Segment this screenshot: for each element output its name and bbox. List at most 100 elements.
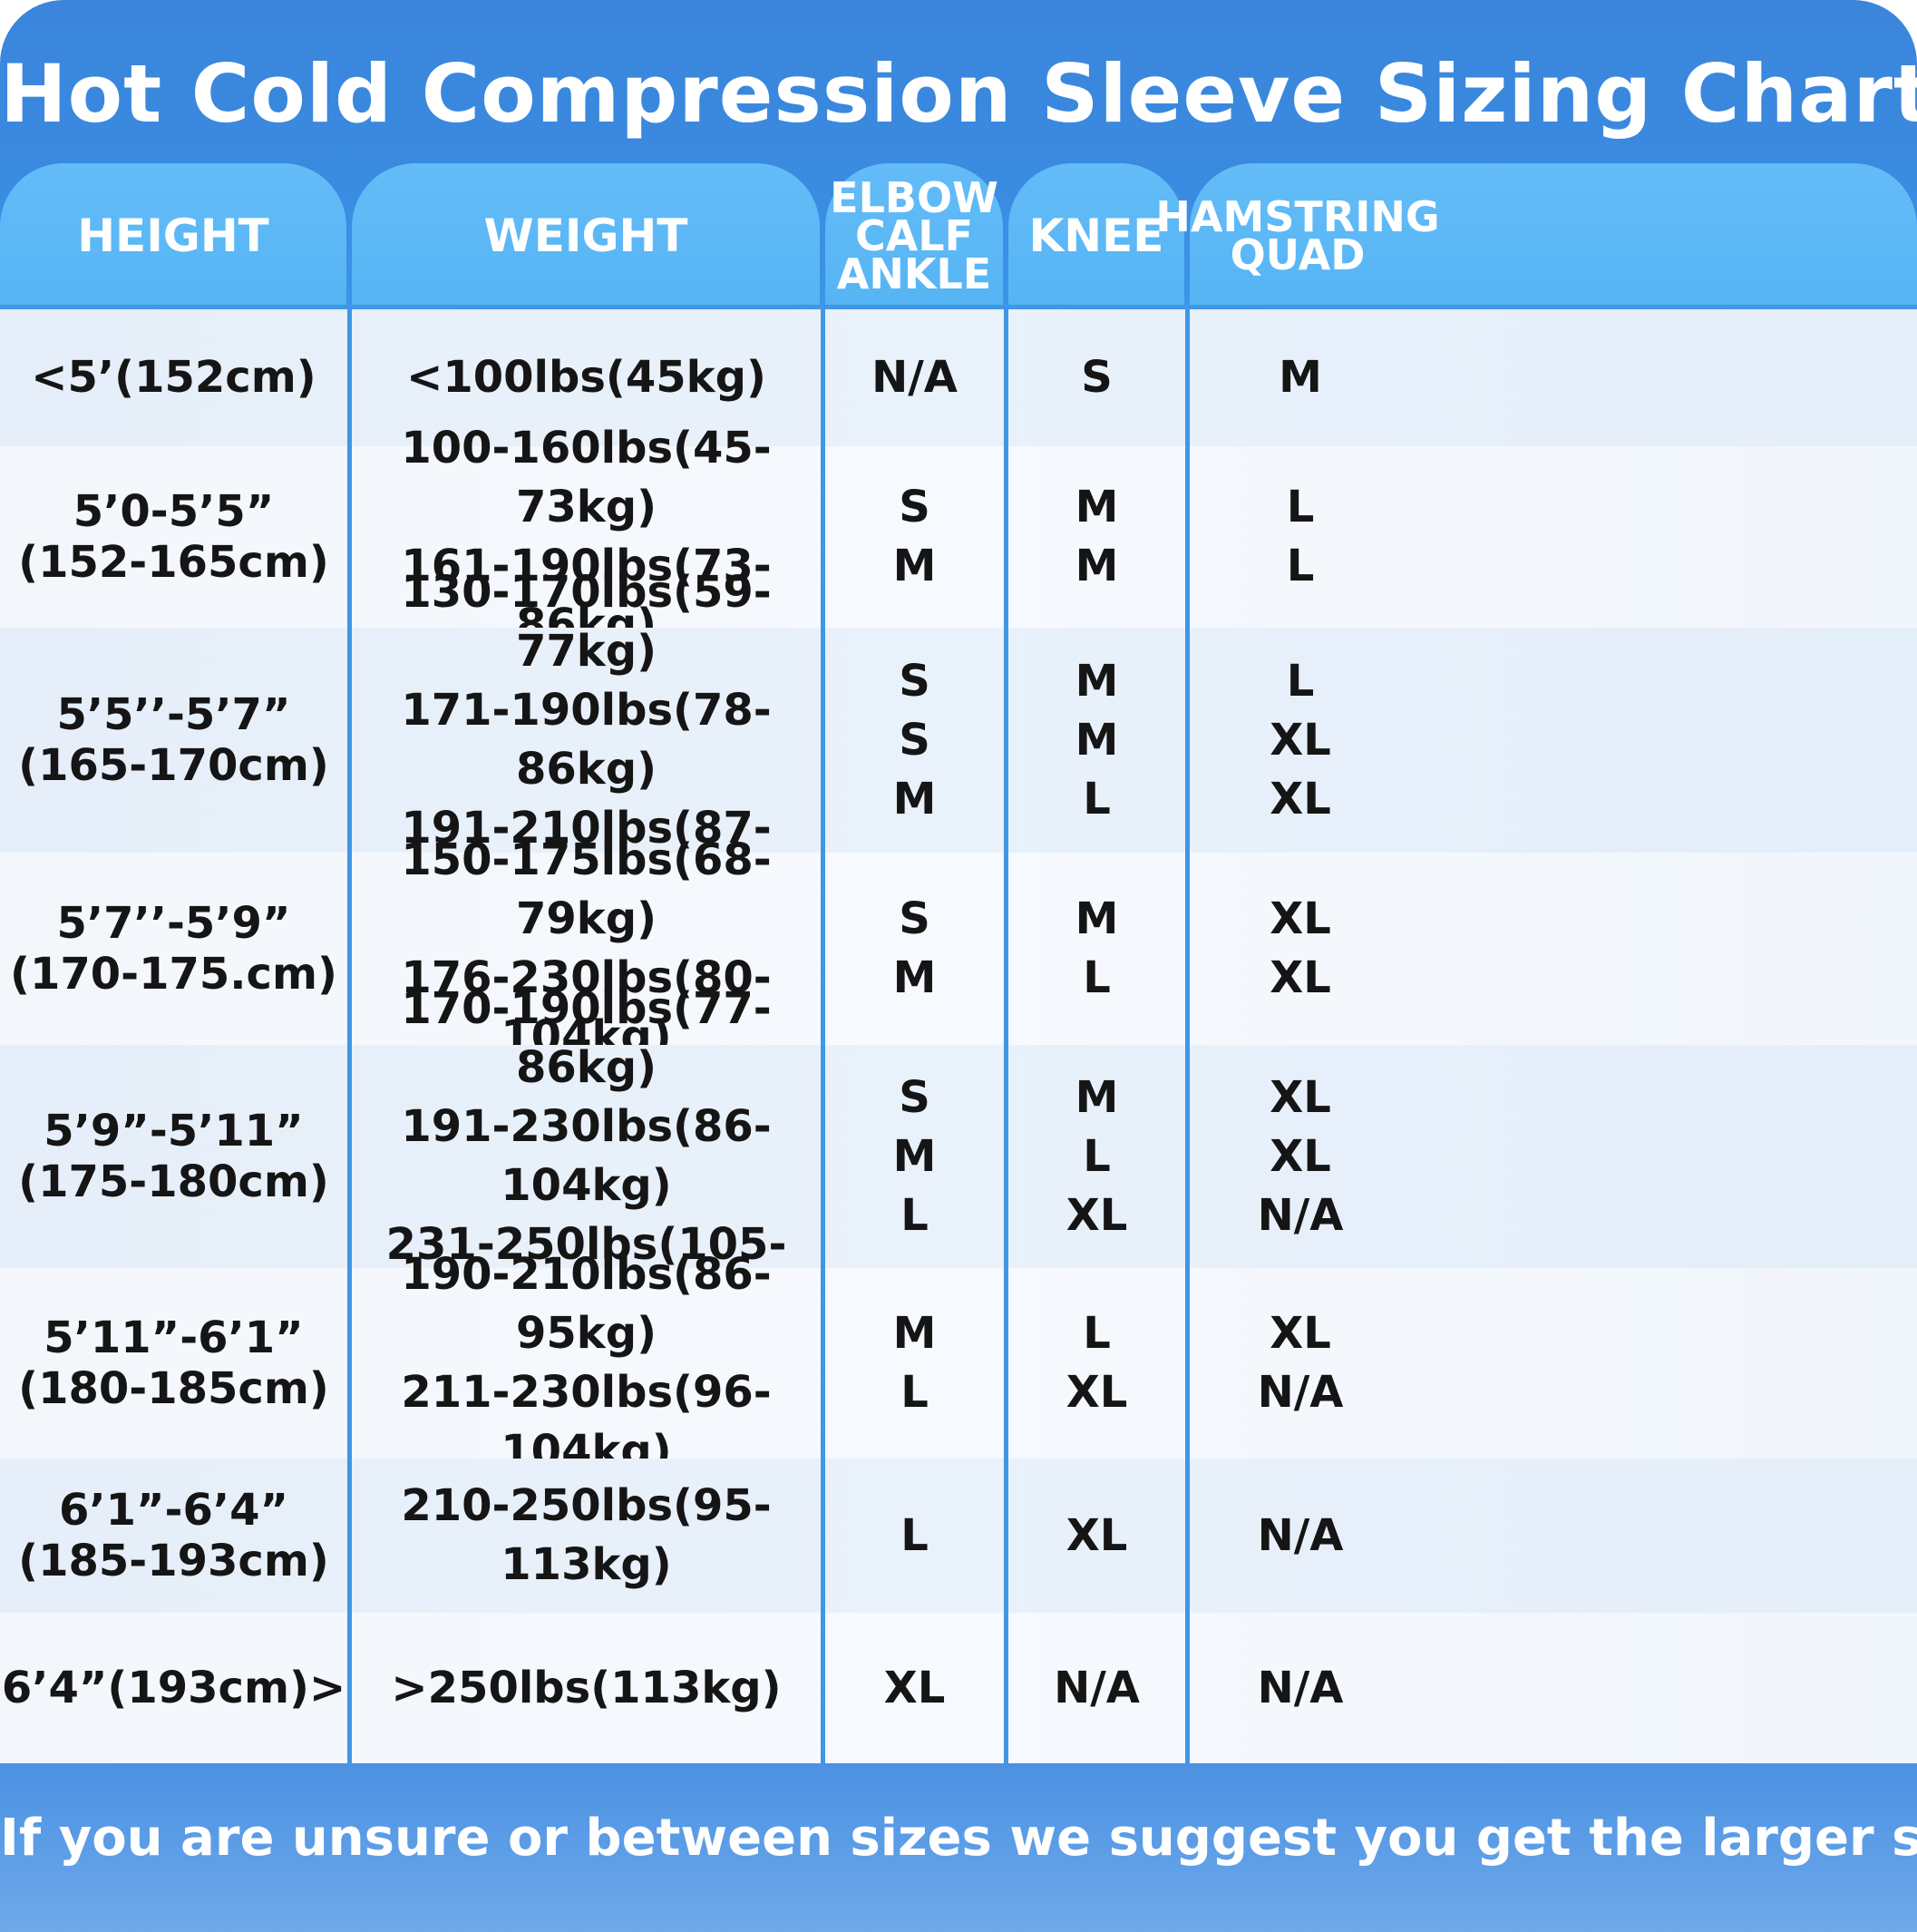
weight-cell-line: 100-160lbs(45-73kg) — [401, 423, 772, 532]
table-row: 5’0-5’5” (152-165cm) 100-160lbs(45-73kg) 16… — [0, 423, 1917, 650]
weight-cell-line: 190-210lbs(86-95kg) — [401, 1249, 772, 1359]
elbow-calf-ankle-cell-line: M — [892, 773, 937, 825]
weight-cell-line: 210-250lbs(95-113kg) — [401, 1480, 772, 1590]
hamstring-quad-cell-line: N/A — [1257, 1189, 1344, 1241]
elbow-calf-ankle-cell-line: S — [899, 655, 930, 707]
knee-cell-line: M — [1075, 893, 1119, 944]
height-cell: <5’(152cm) — [0, 308, 347, 446]
height-cell: 5’11”-6’1” (180-185cm) — [0, 1268, 347, 1459]
elbow-calf-ankle-cell: N/A — [825, 308, 1004, 446]
hamstring-quad-cell-line: N/A — [1257, 1367, 1344, 1418]
height-cell-line: 6’4”(193cm)> — [1, 1663, 346, 1713]
height-cell-line: (152-165cm) — [18, 537, 329, 588]
height-cell-line: <5’(152cm) — [31, 352, 316, 403]
weight-cell: 100-160lbs(45-73kg) 161-190lbs(73-86kg) — [352, 423, 821, 650]
knee-cell: N/A — [1008, 1613, 1185, 1763]
knee-cell-line: M — [1075, 714, 1119, 766]
elbow-calf-ankle-cell-line: S — [899, 482, 930, 532]
hamstring-quad-cell-line: N/A — [1257, 1662, 1344, 1713]
weight-cell: >250lbs(113kg) — [352, 1613, 821, 1763]
hamstring-quad-cell-line: XL — [1270, 893, 1331, 944]
column-divider — [1185, 308, 1190, 1763]
knee-cell: M L XL — [1008, 1045, 1185, 1268]
weight-cell: 130-170lbs(59-77kg) 171-190lbs(78-86kg) 19… — [352, 567, 821, 912]
knee-cell: XL — [1008, 1459, 1185, 1613]
hamstring-quad-cell: M — [1190, 308, 1411, 446]
table-body: <5’(152cm) <100lbs(45kg) N/A S M 5’0-5’5” (152… — [0, 308, 1917, 1763]
elbow-calf-ankle-cell-line: S — [899, 1071, 930, 1123]
height-cell-line: 5’0-5’5” — [73, 486, 275, 537]
weight-cell-line: 171-190lbs(78-86kg) — [401, 685, 772, 795]
table-row: 5’11”-6’1” (180-185cm) 190-210lbs(86-95kg)… — [0, 1249, 1917, 1477]
hamstring-quad-cell-line: XL — [1270, 1130, 1331, 1182]
hamstring-quad-cell: XL XL — [1190, 853, 1411, 1045]
weight-cell-line: 170-190lbs(77-86kg) — [401, 983, 772, 1093]
elbow-calf-ankle-cell-line: L — [900, 1367, 929, 1418]
hamstring-quad-cell-line: L — [1286, 541, 1315, 591]
knee-cell-line: M — [1075, 482, 1119, 532]
knee-cell-line: L — [1083, 773, 1111, 825]
height-cell: 5’9”-5’11” (175-180cm) — [0, 1045, 347, 1268]
height-cell: 6’1”-6’4” (185-193cm) — [0, 1459, 347, 1613]
hamstring-quad-cell-line: XL — [1270, 952, 1331, 1003]
knee-cell-line: L — [1083, 952, 1111, 1003]
header-hamstring-quad: HAMSTRING QUAD — [1155, 163, 1917, 308]
height-cell-line: (180-185cm) — [18, 1363, 329, 1414]
header-calf-label: CALF — [854, 210, 974, 260]
hamstring-quad-cell-line: M — [1279, 351, 1322, 403]
table-row: 5’5’’-5’7” (165-170cm) 130-170lbs(59-77kg)… — [0, 567, 1917, 912]
header-weight-label: WEIGHT — [483, 210, 688, 262]
header-height: HEIGHT — [0, 163, 346, 308]
knee-cell-line: S — [1081, 351, 1113, 403]
footer-band: If you are unsure or between sizes we su… — [0, 1763, 1917, 1932]
elbow-calf-ankle-cell-line: S — [899, 714, 930, 766]
elbow-calf-ankle-cell-line: M — [892, 541, 937, 591]
column-divider — [821, 308, 825, 1763]
header-quad-label: QUAD — [1230, 230, 1366, 279]
knee-cell-line: XL — [1066, 1189, 1128, 1241]
elbow-calf-ankle-cell-line: L — [900, 1189, 929, 1241]
weight-cell-line: 161-190lbs(73-86kg) — [401, 541, 772, 650]
elbow-calf-ankle-cell: L — [825, 1459, 1004, 1613]
knee-cell-line: M — [1075, 541, 1119, 591]
knee-cell-line: L — [1083, 1130, 1111, 1182]
weight-cell-line: 191-230lbs(86-104kg) — [401, 1101, 772, 1211]
footer-note: If you are unsure or between sizes we su… — [0, 1809, 1917, 1868]
table-row: 5’7’’-5’9” (170-175.cm) 150-175lbs(68-79kg… — [0, 834, 1917, 1062]
weight-cell: 210-250lbs(95-113kg) — [352, 1459, 821, 1613]
height-cell-line: 5’7’’-5’9” — [56, 898, 291, 949]
header-divider — [0, 305, 1917, 309]
header-elbow-calf-ankle: ELBOW CALF ANKLE — [825, 163, 1003, 308]
hamstring-quad-cell: XL N/A — [1190, 1268, 1411, 1459]
hamstring-quad-cell-line: L — [1286, 655, 1315, 707]
hamstring-quad-cell: XL XL N/A — [1190, 1045, 1411, 1268]
weight-cell: 170-190lbs(77-86kg) 191-230lbs(86-104kg) 2… — [352, 983, 821, 1329]
hamstring-quad-cell: N/A — [1190, 1613, 1411, 1763]
table-row: <5’(152cm) <100lbs(45kg) N/A S M — [0, 308, 1917, 446]
weight-cell-line: 150-175lbs(68-79kg) — [401, 834, 772, 944]
knee-cell-line: XL — [1066, 1509, 1128, 1561]
header-elbow-label: ELBOW — [830, 172, 998, 222]
hamstring-quad-cell-line: XL — [1270, 714, 1331, 766]
hamstring-quad-cell: N/A — [1190, 1459, 1411, 1613]
height-cell-line: 5’11”-6’1” — [44, 1312, 304, 1363]
weight-cell-line: <100lbs(45kg) — [406, 351, 766, 403]
table-row: 5’9”-5’11” (175-180cm) 170-190lbs(77-86kg)… — [0, 983, 1917, 1329]
header-knee-label: KNEE — [1028, 210, 1164, 262]
elbow-calf-ankle-cell-line: M — [892, 1130, 937, 1182]
knee-cell-line: M — [1075, 655, 1119, 707]
elbow-calf-ankle-cell-line: M — [892, 952, 937, 1003]
header-height-label: HEIGHT — [77, 210, 269, 262]
weight-cell-line: >250lbs(113kg) — [391, 1662, 782, 1713]
height-cell: 5’5’’-5’7” (165-170cm) — [0, 628, 347, 853]
hamstring-quad-cell-line: XL — [1270, 1308, 1331, 1359]
table-row: 6’4”(193cm)> >250lbs(113kg) XL N/A N/A — [0, 1613, 1917, 1763]
